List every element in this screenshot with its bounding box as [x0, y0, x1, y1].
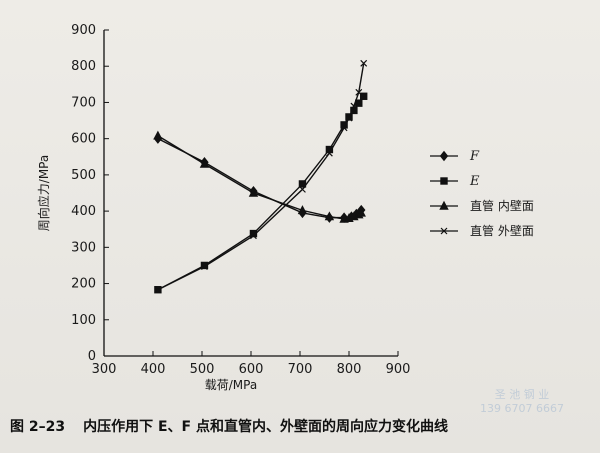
x-tick-label: 700 [288, 362, 313, 377]
data-point-series-3 [248, 187, 259, 197]
y-tick-label: 0 [88, 349, 96, 364]
series-line-4 [157, 63, 365, 291]
figure-caption-text: 内压作用下 E、F 点和直管内、外壁面的周向应力变化曲线 [83, 419, 448, 435]
series-line-2 [157, 95, 365, 291]
data-point-series-2 [298, 180, 307, 188]
data-point-series-4 [345, 114, 353, 122]
x-tick-label: 800 [337, 362, 362, 377]
y-tick-label: 500 [71, 168, 96, 183]
x-tick-label: 300 [92, 362, 117, 377]
data-point-series-4 [360, 59, 368, 67]
y-tick-label: 200 [71, 277, 96, 292]
x-tick-label: 900 [386, 362, 411, 377]
data-point-series-3 [199, 158, 210, 168]
x-tick-label: 500 [190, 362, 215, 377]
x-axis-title: 载荷/MPa [205, 378, 257, 392]
data-point-series-4 [201, 263, 208, 270]
data-point-series-3 [324, 211, 335, 221]
data-point-series-4 [325, 149, 333, 157]
legend-label-3: 直管 内壁面 [470, 198, 534, 213]
data-point-series-4 [355, 88, 363, 96]
data-point-series-2 [200, 261, 209, 270]
data-point-series-3 [297, 205, 308, 215]
data-point-series-4 [299, 185, 306, 193]
y-tick-label: 300 [71, 240, 96, 255]
legend-marker-1 [439, 150, 449, 162]
y-tick-label: 900 [71, 23, 96, 38]
y-tick-label: 700 [71, 95, 96, 110]
y-axis-title: 周向应力/MPa [36, 155, 51, 231]
y-tick-label: 800 [71, 59, 96, 74]
data-point-series-3 [356, 207, 366, 217]
data-point-series-4 [250, 232, 257, 240]
legend-label-4: 直管 外壁面 [470, 223, 534, 238]
legend-marker-3 [439, 200, 449, 210]
data-point-series-2 [249, 229, 258, 238]
x-tick-label: 600 [239, 362, 264, 377]
data-point-series-4 [340, 124, 348, 132]
watermark: 圣 池 钢 业 139 6707 6667 [452, 388, 592, 416]
data-point-series-4 [154, 286, 162, 294]
x-tick-label: 400 [141, 362, 166, 377]
legend-marker-4 [440, 227, 448, 235]
watermark-line-2: 139 6707 6667 [480, 402, 564, 415]
data-point-series-2 [350, 106, 358, 115]
figure-number: 图 2–23 [10, 419, 66, 435]
y-tick-label: 600 [71, 132, 96, 147]
y-tick-label: 400 [71, 204, 96, 219]
legend-label-1: F [469, 149, 480, 164]
y-tick-label: 100 [71, 313, 96, 328]
data-point-series-2 [325, 145, 334, 154]
data-point-series-3 [153, 130, 163, 140]
data-point-series-2 [340, 121, 348, 129]
data-point-series-2 [355, 99, 363, 107]
data-point-series-4 [350, 102, 358, 110]
legend-marker-2 [440, 177, 448, 185]
watermark-line-1: 圣 池 钢 业 [494, 388, 550, 401]
legend-label-2: E [469, 174, 480, 189]
data-point-series-2 [360, 92, 368, 100]
figure-caption: 图 2–23 内压作用下 E、F 点和直管内、外壁面的周向应力变化曲线 [10, 416, 448, 436]
